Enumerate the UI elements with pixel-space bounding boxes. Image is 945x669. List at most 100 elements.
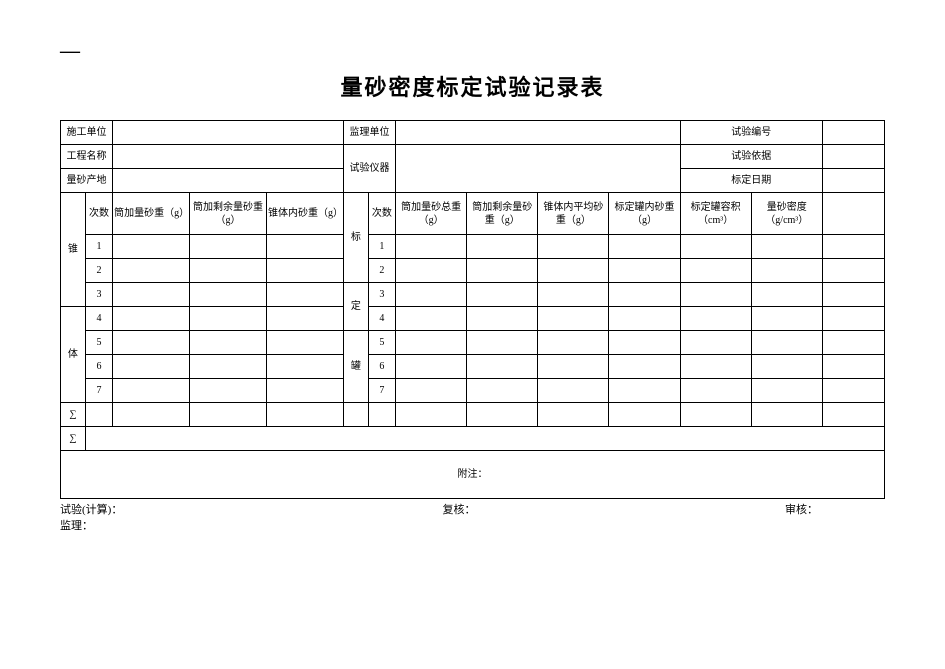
test-instrument-value	[396, 145, 681, 193]
cone-n-6: 6	[85, 355, 112, 379]
jar-n-5: 5	[368, 331, 395, 355]
blank-5	[822, 331, 884, 355]
jar-section-label-2: 定	[343, 283, 368, 331]
sigma-1: ∑	[61, 403, 86, 427]
jar-f-2	[751, 259, 822, 283]
jar-n-1: 1	[368, 235, 395, 259]
blank-1	[822, 235, 884, 259]
cone-a-2	[113, 259, 190, 283]
cone-a-3	[113, 283, 190, 307]
cone-seq-label: 次数	[85, 193, 112, 235]
cone-a-4	[113, 307, 190, 331]
jar-col4: 标定罐内砂重（g）	[609, 193, 680, 235]
jar-e-4	[680, 307, 751, 331]
cone-section-label-1: 锥	[61, 193, 86, 307]
project-name-label: 工程名称	[61, 145, 113, 169]
jar-a-5	[396, 331, 467, 355]
sig-jar-f	[751, 403, 822, 427]
cone-c-3	[266, 283, 343, 307]
cone-col1: 筒加量砂重（g）	[113, 193, 190, 235]
test-basis-value	[822, 145, 884, 169]
cone-n-5: 5	[85, 331, 112, 355]
jar-d-7	[609, 379, 680, 403]
sig-jar-sec	[343, 403, 368, 427]
cone-b-3	[190, 283, 267, 307]
jar-f-4	[751, 307, 822, 331]
sigma-2: ∑	[61, 427, 86, 451]
dash-mark: —	[60, 40, 80, 63]
cone-b-2	[190, 259, 267, 283]
jar-f-5	[751, 331, 822, 355]
jar-n-4: 4	[368, 307, 395, 331]
blank-3	[822, 283, 884, 307]
cone-b-5	[190, 331, 267, 355]
jar-b-5	[467, 331, 538, 355]
supervision-unit-value	[396, 121, 681, 145]
jar-c-5	[538, 331, 609, 355]
sig-jar-a	[396, 403, 467, 427]
jar-section-label-1: 标	[343, 193, 368, 283]
jar-b-7	[467, 379, 538, 403]
blank-2	[822, 259, 884, 283]
cone-n-1: 1	[85, 235, 112, 259]
cone-section-label-2: 体	[61, 307, 86, 403]
jar-col1: 筒加量砂总重（g）	[396, 193, 467, 235]
jar-a-1	[396, 235, 467, 259]
jar-n-6: 6	[368, 355, 395, 379]
jar-c-1	[538, 235, 609, 259]
cone-n-2: 2	[85, 259, 112, 283]
cone-n-3: 3	[85, 283, 112, 307]
cone-b-1	[190, 235, 267, 259]
jar-d-1	[609, 235, 680, 259]
jar-c-3	[538, 283, 609, 307]
cone-c-7	[266, 379, 343, 403]
cone-c-6	[266, 355, 343, 379]
page-title: 量砂密度标定试验记录表	[60, 70, 885, 102]
jar-f-7	[751, 379, 822, 403]
cone-n-7: 7	[85, 379, 112, 403]
test-basis-label: 试验依据	[680, 145, 822, 169]
cone-a-7	[113, 379, 190, 403]
jar-c-6	[538, 355, 609, 379]
tester-label: 试验(计算)：	[60, 501, 403, 517]
jar-col5: 标定罐容积（cm³）	[680, 193, 751, 235]
test-number-value	[822, 121, 884, 145]
jar-c-4	[538, 307, 609, 331]
jar-e-6	[680, 355, 751, 379]
sig-jar-e	[680, 403, 751, 427]
sand-origin-value	[113, 169, 344, 193]
jar-d-5	[609, 331, 680, 355]
jar-d-4	[609, 307, 680, 331]
jar-c-2	[538, 259, 609, 283]
blank-4	[822, 307, 884, 331]
jar-c-7	[538, 379, 609, 403]
checker-label: 复核：	[443, 501, 786, 517]
jar-col6: 量砂密度（g/cm³）	[751, 193, 822, 235]
jar-e-3	[680, 283, 751, 307]
sig-blank	[822, 403, 884, 427]
record-table: 施工单位 监理单位 试验编号 工程名称 试验仪器 试验依据 量砂产地 标定日期 …	[60, 120, 885, 499]
approver-label: 审核：	[785, 501, 885, 517]
sig-jar-n	[368, 403, 395, 427]
sig-cone-n	[85, 403, 112, 427]
sig-jar-d	[609, 403, 680, 427]
blank-6	[822, 355, 884, 379]
cone-col3: 锥体内砂重（g）	[266, 193, 343, 235]
cone-a-5	[113, 331, 190, 355]
jar-f-3	[751, 283, 822, 307]
blank-col	[822, 193, 884, 235]
cone-c-2	[266, 259, 343, 283]
jar-d-6	[609, 355, 680, 379]
jar-e-1	[680, 235, 751, 259]
cone-c-4	[266, 307, 343, 331]
jar-a-6	[396, 355, 467, 379]
jar-b-4	[467, 307, 538, 331]
jar-b-2	[467, 259, 538, 283]
cone-a-1	[113, 235, 190, 259]
jar-n-7: 7	[368, 379, 395, 403]
jar-seq-label: 次数	[368, 193, 395, 235]
cone-col2: 筒加剩余量砂重（g）	[190, 193, 267, 235]
jar-e-2	[680, 259, 751, 283]
jar-f-6	[751, 355, 822, 379]
jar-f-1	[751, 235, 822, 259]
